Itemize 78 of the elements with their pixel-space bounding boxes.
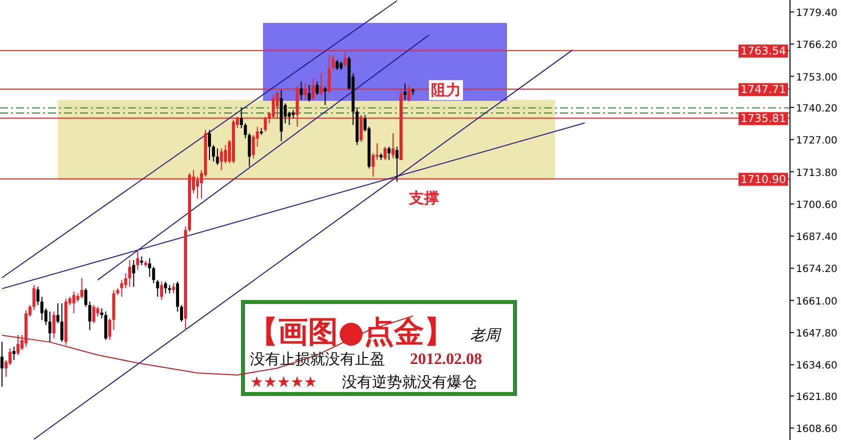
candlestick: [388, 146, 391, 161]
y-tick-label: 1713.80: [796, 168, 838, 179]
candlestick: [100, 308, 104, 319]
candlestick: [176, 281, 180, 312]
candlestick: [164, 281, 168, 294]
ref-line-label: 1747.71: [740, 83, 786, 96]
candlestick: [156, 279, 160, 298]
y-tick-label: 1687.40: [796, 232, 838, 244]
candlestick: [332, 54, 335, 70]
candlestick: [40, 296, 44, 321]
candlestick: [32, 284, 36, 311]
y-tick-label: 1608.60: [796, 424, 838, 436]
candlestick: [224, 144, 227, 164]
candlestick: [80, 278, 84, 299]
ref-line-label: 1763.54: [740, 44, 786, 58]
candlestick: [108, 318, 112, 341]
candlestick: [395, 146, 398, 182]
annotation: 2012.02.08: [410, 351, 482, 368]
y-tick-label: 1727.00: [796, 136, 838, 147]
candlestick: [72, 291, 76, 314]
candlestick: [132, 259, 136, 288]
candlestick: [372, 152, 375, 178]
candlestick: [12, 346, 16, 361]
candlestick: [16, 334, 20, 356]
annotation: 老周: [470, 326, 502, 344]
candlestick: [160, 281, 164, 300]
candlestick: [60, 302, 64, 342]
candlestick: [92, 304, 96, 324]
y-tick-label: 1740.20: [796, 103, 838, 114]
y-tick-label: 1647.80: [796, 328, 838, 340]
annotation: 支撑: [408, 188, 439, 207]
candlestick: [0, 341, 4, 388]
candlestick: [384, 146, 387, 161]
candlestick: [124, 272, 128, 289]
candlestick: [316, 81, 319, 96]
candlestick: [248, 132, 251, 168]
y-tick-label: 1766.20: [796, 40, 838, 52]
candlestick: [96, 306, 100, 318]
y-tick-label: 1661.00: [796, 296, 838, 308]
candlestick: [220, 148, 223, 171]
candlestick: [308, 84, 311, 102]
candlestick: [136, 249, 140, 270]
candlestick: [8, 348, 12, 366]
candlestick: [104, 311, 108, 341]
annotation: 没有逆势就没有爆仓: [342, 373, 477, 391]
candlestick: [88, 301, 92, 331]
y-tick-label: 1753.00: [796, 72, 838, 84]
candlestick: [120, 279, 124, 298]
candlestick: [336, 59, 339, 70]
candlestick: [208, 129, 211, 161]
candlestick: [84, 288, 88, 308]
candlestick: [180, 304, 184, 322]
candlestick: [244, 122, 247, 139]
candlestick: [148, 258, 152, 278]
candlestick: [392, 132, 395, 159]
candlestick: [403, 82, 406, 100]
y-tick-label: 1674.20: [796, 264, 838, 276]
y-tick-label: 1779.40: [796, 8, 838, 19]
annotation: ★★★★★: [250, 373, 318, 391]
candlestick: [36, 286, 40, 306]
candlestick: [212, 144, 215, 162]
candlestick: [152, 266, 156, 284]
annotation: 阻力: [430, 81, 461, 100]
ref-line-label: 1710.90: [740, 172, 786, 186]
candlestick: [48, 311, 52, 342]
candlestick: [128, 259, 132, 288]
candlestick: [52, 311, 56, 339]
candlestick: [216, 148, 219, 166]
candlestick: [56, 302, 60, 324]
ref-line-label: 1735.81: [740, 112, 786, 126]
candlestick: [172, 282, 176, 294]
y-tick-label: 1621.80: [796, 392, 838, 403]
candlestick: [300, 81, 303, 100]
candlestick: [252, 134, 255, 159]
candlestick: [240, 108, 243, 129]
candlestick: [324, 86, 327, 106]
y-tick-label: 1634.60: [796, 360, 838, 372]
y-tick-label: 1700.60: [796, 200, 838, 211]
